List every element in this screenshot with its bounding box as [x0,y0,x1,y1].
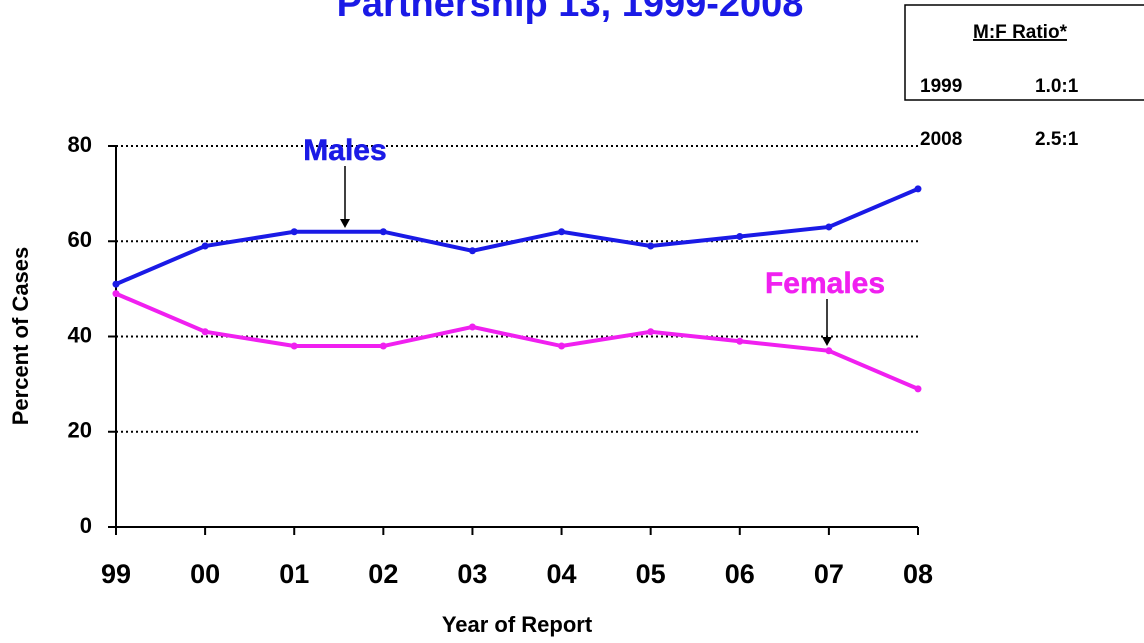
ratio-value: 1.0:1 [1035,76,1079,97]
x-tick-label: 03 [457,559,487,589]
x-tick-label: 02 [368,559,398,589]
ratio-value: 2.5:1 [1035,129,1079,150]
y-tick-label: 80 [68,132,92,157]
point [201,328,209,336]
ratio-header: M:F Ratio* [973,22,1068,43]
point [914,185,922,193]
y-tick-label: 20 [68,418,92,443]
point [825,223,833,231]
point [468,247,476,255]
point [201,242,209,250]
point [647,242,655,250]
chart-title: Partnership 13, 1999-2008 [337,0,804,25]
point [379,342,387,350]
series-line [115,291,919,391]
legend-label: Males [303,134,386,167]
x-tick-label: 01 [279,559,309,589]
y-tick-label: 0 [80,513,92,538]
point [290,228,298,236]
legend-label: Females [765,267,885,300]
x-tick-label: 06 [725,559,755,589]
point [914,385,922,393]
y-axis-label: Percent of Cases [8,247,33,426]
point [290,342,298,350]
x-tick-label: 05 [636,559,666,589]
x-tick-label: 04 [547,559,577,589]
arrow-head [822,337,832,346]
point [647,328,655,336]
ratio-year: 1999 [920,76,962,97]
point [736,337,744,345]
point [558,228,566,236]
x-axis-label: Year of Report [442,612,593,637]
ratio-year: 2008 [920,129,962,150]
x-tick-label: 99 [101,559,131,589]
point [468,323,476,331]
y-tick-label: 60 [68,227,92,252]
point [112,290,120,298]
point [558,342,566,350]
series-line [115,187,919,286]
x-tick-label: 08 [903,559,933,589]
point [825,347,833,355]
point [112,280,120,288]
arrow-head [340,219,350,228]
point [379,228,387,236]
point [736,232,744,240]
ratio-box [904,4,1144,101]
x-tick-label: 00 [190,559,220,589]
y-tick-label: 40 [68,322,92,347]
x-tick-label: 07 [814,559,844,589]
